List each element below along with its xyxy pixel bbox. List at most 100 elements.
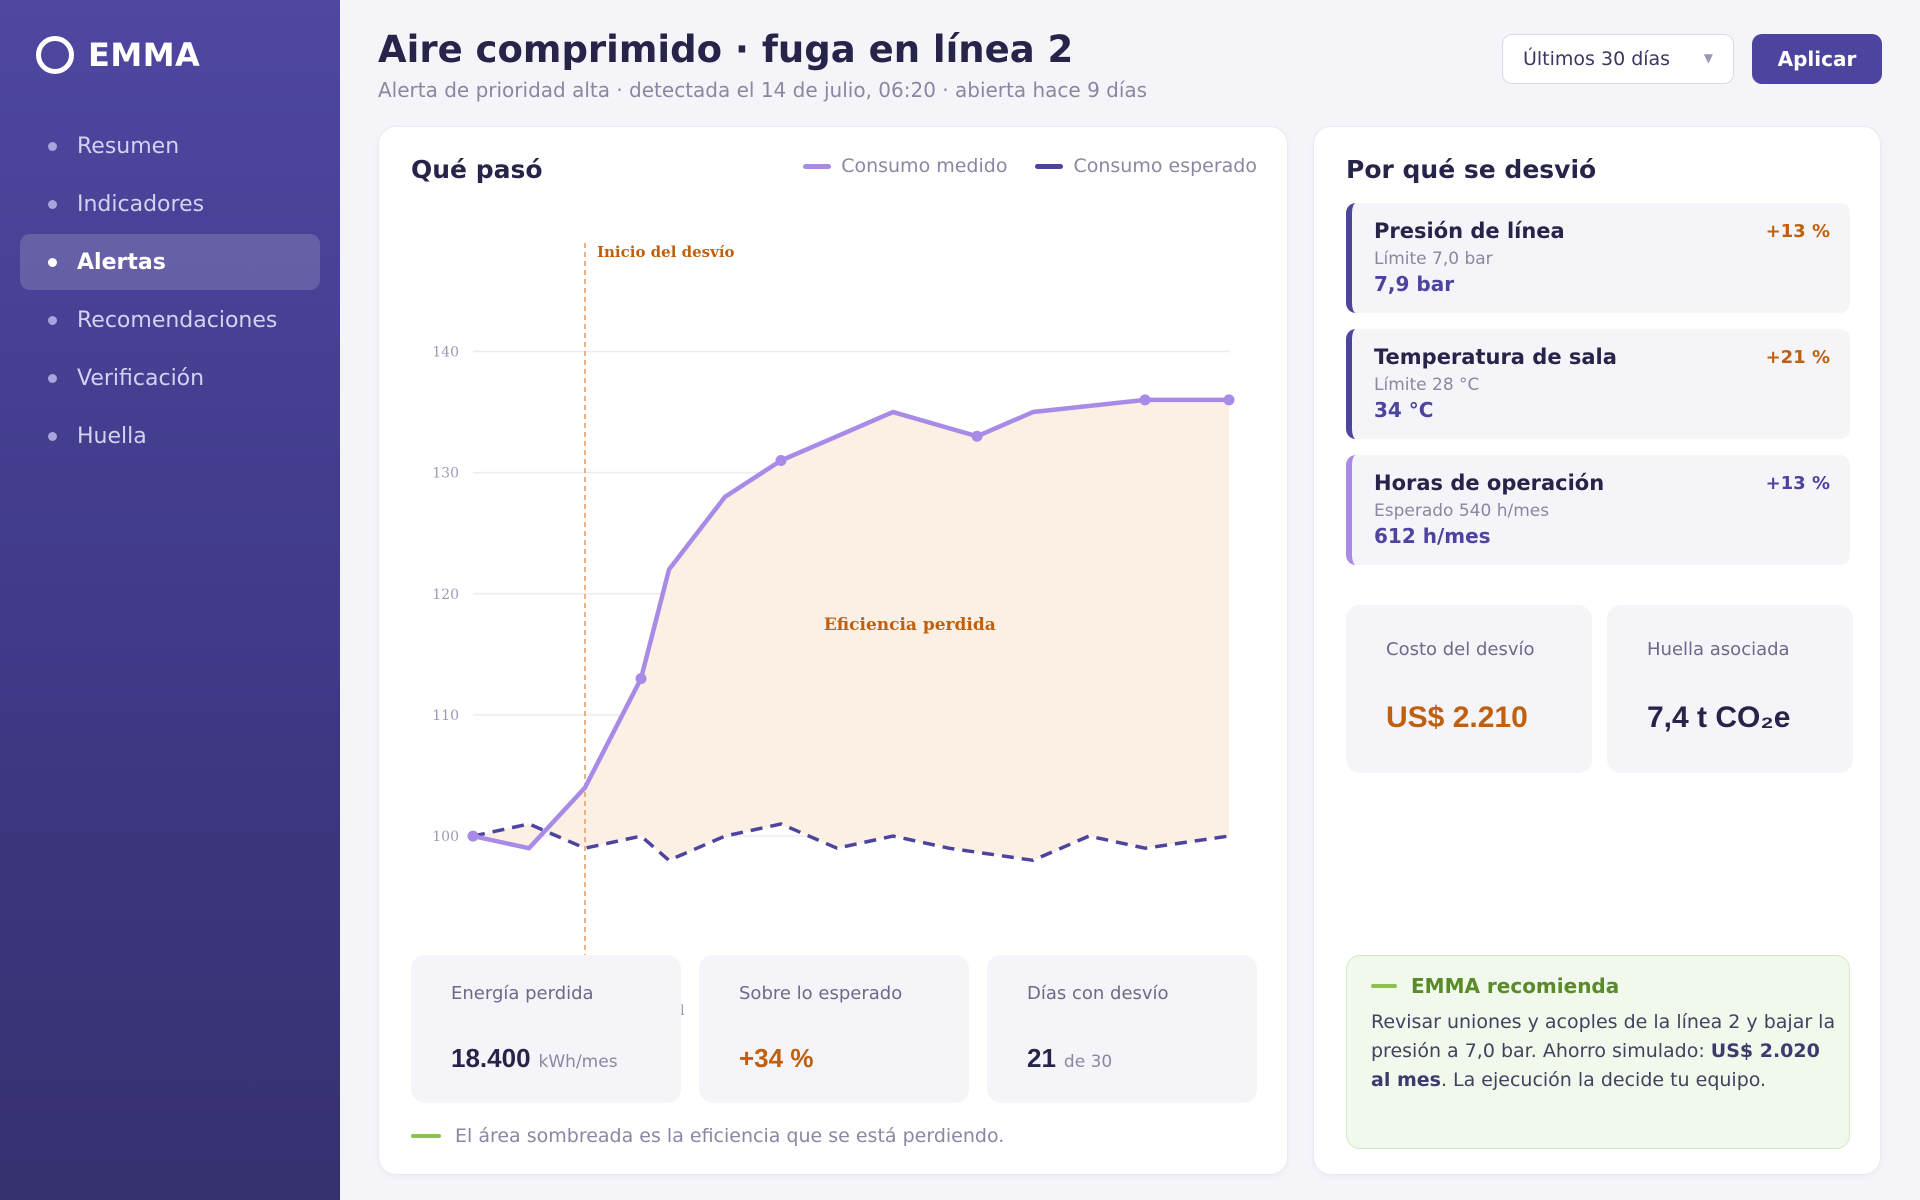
factor-name: Temperatura de sala [1374, 345, 1617, 369]
y-tick-label: 140 [432, 344, 459, 360]
recommendation-box: EMMA recomienda Revisar uniones y acople… [1346, 955, 1850, 1149]
green-dash-icon [411, 1134, 441, 1138]
sidebar-item-huella[interactable]: Huella [20, 408, 320, 464]
brand-name: EMMA [88, 36, 201, 74]
stat-card-days: Días con desvío 21 de 30 [987, 955, 1257, 1103]
sidebar-item-indicadores[interactable]: Indicadores [20, 176, 320, 232]
recommendation-text-2: . La ejecución la decide tu equipo. [1440, 1069, 1767, 1091]
bullet-icon [48, 431, 57, 441]
bullet-icon [48, 141, 57, 151]
legend-label: Consumo medido [841, 155, 1008, 177]
what-happened-card: Qué pasó Consumo medido Consumo esperado… [378, 126, 1288, 1175]
y-tick-label: 130 [432, 466, 459, 482]
page-title: Aire comprimido · fuga en línea 2 [378, 28, 1074, 71]
stat-number: 21 [1027, 1043, 1056, 1073]
kpi-cost: Costo del desvío US$ 2.210 [1346, 605, 1592, 773]
recommendation-title: EMMA recomienda [1411, 974, 1620, 998]
why-deviated-card: Por qué se desvió Presión de línea Límit… [1313, 126, 1881, 1175]
bullet-icon [48, 257, 57, 267]
sidebar-item-resumen[interactable]: Resumen [20, 118, 320, 174]
lost-efficiency-area [473, 399, 1229, 861]
consumption-chart: 1001101201301401 jul8 jul14 jul21 jul28 … [432, 243, 1250, 1019]
recommendation-text: Revisar uniones y acoples de la línea 2 … [1371, 1008, 1837, 1095]
sidebar-item-recomendaciones[interactable]: Recomendaciones [20, 292, 320, 348]
factor-value: 612 h/mes [1374, 524, 1491, 548]
factor-limit: Esperado 540 h/mes [1374, 501, 1550, 521]
factor-temperature: Temperatura de sala Límite 28 °C 34 °C +… [1346, 329, 1850, 439]
card-title: Por qué se desvió [1346, 155, 1597, 184]
sidebar-item-verificacion[interactable]: Verificación [20, 350, 320, 406]
stat-number: 18.400 [451, 1043, 531, 1073]
y-tick-label: 120 [432, 587, 459, 603]
ring-logo-icon [36, 36, 74, 74]
legend-label: Consumo esperado [1073, 155, 1257, 177]
chart-footnote: El área sombreada es la eficiencia que s… [411, 1125, 1004, 1147]
sidebar-item-alertas[interactable]: Alertas [20, 234, 320, 290]
factor-delta: +13 % [1765, 473, 1830, 494]
factor-delta: +13 % [1765, 221, 1830, 242]
sidebar-item-label: Recomendaciones [77, 307, 278, 333]
recommendation-header: EMMA recomienda [1371, 974, 1619, 998]
recommendation-text-1: Revisar uniones y acoples de la línea 2 … [1371, 1011, 1836, 1062]
sidebar-item-label: Verificación [77, 365, 205, 391]
kpi-label: Huella asociada [1647, 639, 1790, 660]
brand-logo[interactable]: EMMA [36, 36, 200, 74]
sidebar-item-label: Alertas [77, 249, 166, 275]
footnote-text: El área sombreada es la eficiencia que s… [455, 1125, 1005, 1147]
bullet-icon [48, 373, 57, 383]
factor-name: Presión de línea [1374, 219, 1565, 243]
measured-point [971, 430, 983, 442]
date-range-select[interactable]: Últimos 30 días ▼ [1502, 34, 1734, 84]
card-title: Qué pasó [411, 155, 543, 184]
stat-card-energy: Energía perdida 18.400 kWh/mes [411, 955, 681, 1103]
sidebar-item-label: Indicadores [77, 191, 205, 217]
measured-point [467, 830, 479, 842]
bullet-icon [48, 315, 57, 325]
chevron-down-icon: ▼ [1703, 51, 1713, 65]
factor-pressure: Presión de línea Límite 7,0 bar 7,9 bar … [1346, 203, 1850, 313]
stat-number: +34 % [739, 1043, 814, 1073]
stat-value: 21 de 30 [1027, 1043, 1112, 1074]
factor-name: Horas de operación [1374, 471, 1605, 495]
measured-point [635, 673, 647, 685]
measured-point [1223, 394, 1235, 406]
sidebar: EMMA Resumen Indicadores Alertas Recomen… [0, 0, 340, 1200]
factor-hours: Horas de operación Esperado 540 h/mes 61… [1346, 455, 1850, 565]
stat-value: +34 % [739, 1043, 813, 1074]
stat-unit: de 30 [1063, 1052, 1113, 1072]
factor-limit: Límite 7,0 bar [1374, 249, 1493, 269]
deviation-start-label: Inicio del desvío [597, 243, 735, 261]
kpi-value: US$ 2.210 [1386, 701, 1528, 734]
stat-value: 18.400 kWh/mes [451, 1043, 618, 1074]
y-tick-label: 110 [432, 708, 459, 724]
factor-delta: +21 % [1765, 347, 1830, 368]
date-range-value: Últimos 30 días [1523, 48, 1671, 70]
recommendation-savings: US$ 2.020 al mes [1371, 1040, 1820, 1091]
stat-label: Sobre lo esperado [739, 983, 903, 1004]
legend-item-measured: Consumo medido [803, 155, 1007, 177]
measured-point [775, 455, 787, 466]
factor-limit: Límite 28 °C [1374, 375, 1480, 395]
stat-unit: kWh/mes [538, 1052, 618, 1072]
sidebar-item-label: Huella [77, 423, 147, 449]
apply-button[interactable]: Aplicar [1752, 34, 1882, 84]
stat-label: Días con desvío [1027, 983, 1169, 1004]
stat-label: Energía perdida [451, 983, 594, 1004]
kpi-footprint: Huella asociada 7,4 t CO₂e [1607, 605, 1853, 773]
page-subtitle: Alerta de prioridad alta · detectada el … [378, 78, 1148, 102]
factor-value: 7,9 bar [1374, 272, 1455, 296]
stat-card-over-expected: Sobre lo esperado +34 % [699, 955, 969, 1103]
sidebar-nav: Resumen Indicadores Alertas Recomendacio… [20, 118, 320, 466]
legend-item-expected: Consumo esperado [1035, 155, 1257, 177]
green-dash-icon [1371, 984, 1397, 988]
factor-value: 34 °C [1374, 398, 1434, 422]
bullet-icon [48, 199, 57, 209]
y-tick-label: 100 [432, 829, 459, 845]
kpi-label: Costo del desvío [1386, 639, 1535, 660]
measured-point [1139, 394, 1151, 406]
lost-efficiency-label: Eficiencia perdida [824, 615, 996, 635]
sidebar-item-label: Resumen [77, 133, 180, 159]
expected-consumption-line [472, 822, 1230, 863]
legend-swatch-icon [803, 163, 832, 169]
chart-legend: Consumo medido Consumo esperado [803, 155, 1257, 177]
